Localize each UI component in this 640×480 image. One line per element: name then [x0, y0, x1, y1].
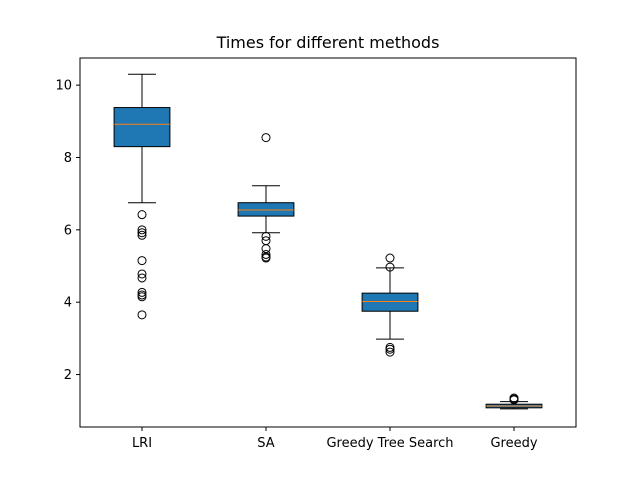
outlier-point — [137, 292, 147, 302]
outlier-point — [137, 210, 147, 220]
outlier-point — [261, 231, 271, 241]
outlier-point — [137, 287, 147, 297]
box — [237, 202, 295, 217]
outlier-point — [261, 253, 271, 263]
outlier-point — [385, 253, 395, 263]
box-group-2 — [361, 253, 419, 357]
outlier-point — [261, 133, 271, 143]
box-group-0 — [113, 73, 171, 320]
x-tick-label: Greedy Tree Search — [326, 436, 453, 451]
outlier-point — [385, 344, 395, 354]
y-axis: 2 4 6 8 10 — [55, 79, 80, 383]
x-axis: LRI SA Greedy Tree Search Greedy — [132, 427, 538, 451]
chart-title: Times for different methods — [216, 33, 440, 52]
y-tick-label: 2 — [64, 368, 72, 383]
outlier-point — [137, 230, 147, 240]
outlier-point — [137, 310, 147, 320]
box — [361, 292, 419, 312]
plot-marks — [113, 73, 543, 410]
outlier-point — [137, 269, 147, 279]
box — [113, 107, 171, 148]
outlier-point — [385, 347, 395, 357]
outlier-point — [261, 249, 271, 259]
x-tick-label: LRI — [132, 436, 152, 451]
outlier-point — [509, 395, 519, 405]
box-group-1 — [237, 133, 295, 263]
outlier-point — [385, 262, 395, 272]
outlier-point — [137, 256, 147, 266]
y-tick-label: 8 — [64, 151, 72, 166]
outlier-point — [137, 228, 147, 238]
y-tick-label: 6 — [64, 223, 72, 238]
x-tick-label: Greedy — [490, 436, 537, 451]
outlier-point — [137, 225, 147, 235]
box-group-3 — [485, 393, 543, 410]
y-tick-label: 10 — [55, 79, 72, 94]
y-tick-label: 4 — [64, 296, 72, 311]
x-tick-label: SA — [257, 436, 274, 451]
outlier-point — [137, 273, 147, 283]
